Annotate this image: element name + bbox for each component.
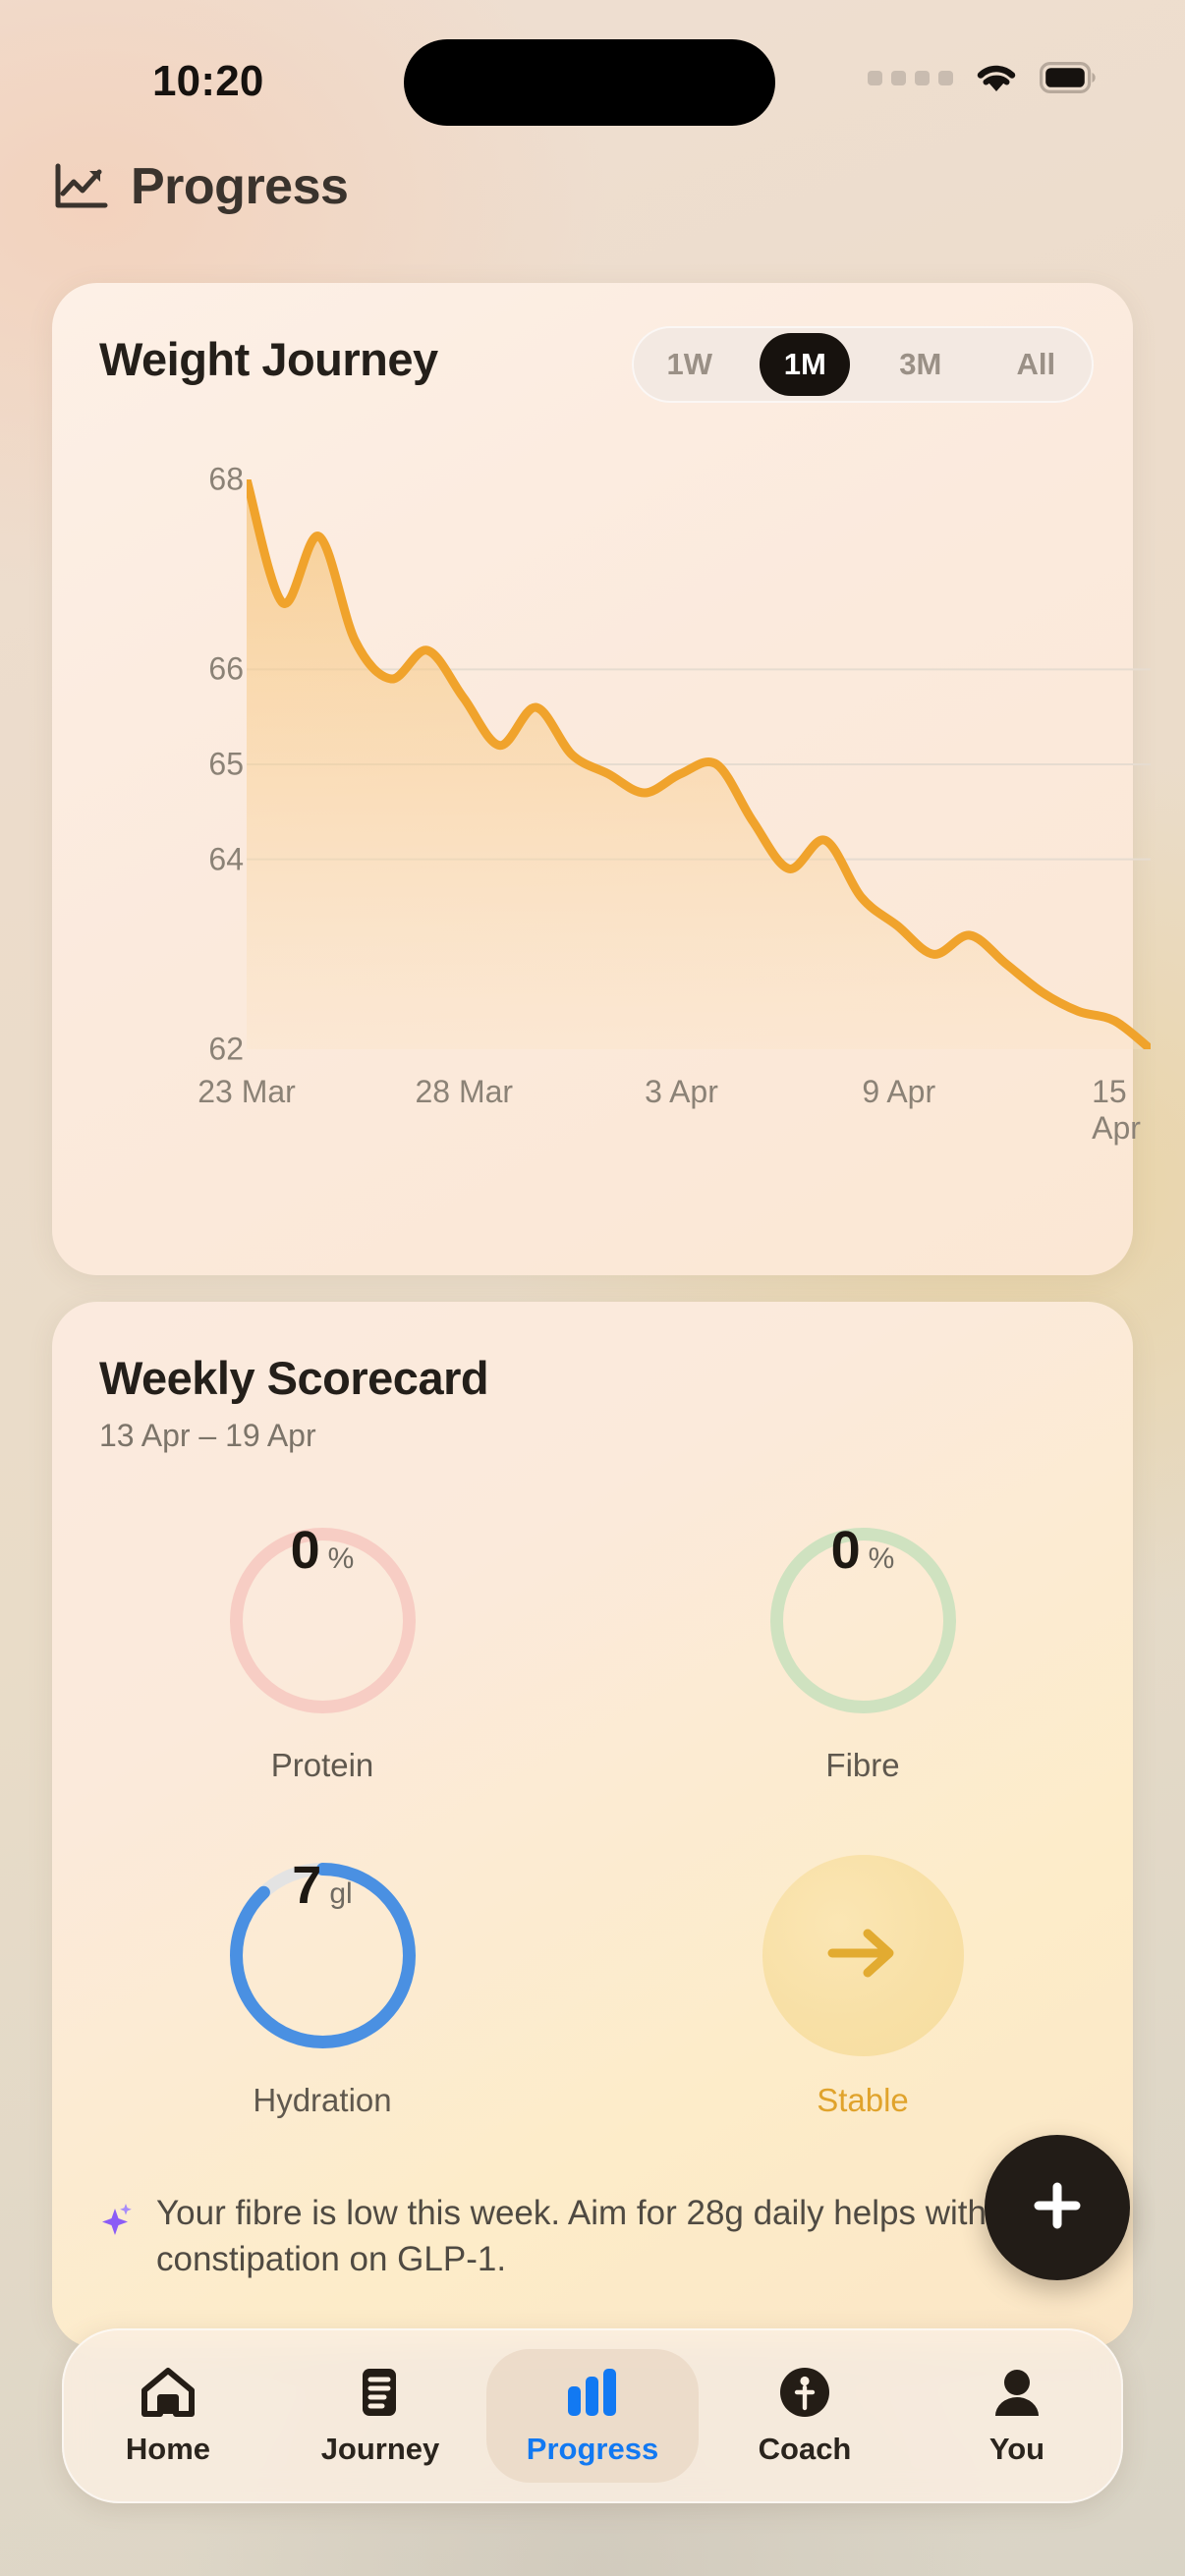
insight-text: Your fibre is low this week. Aim for 28g… <box>156 2194 987 2278</box>
chart-y-tick: 64 <box>208 841 244 877</box>
tab-home-label: Home <box>125 2432 211 2466</box>
chart-x-axis: 23 Mar 28 Mar 3 Apr 9 Apr 15 Apr <box>198 1074 1153 1146</box>
tab-progress-label: Progress <box>526 2432 659 2466</box>
chart-y-tick: 68 <box>208 461 244 497</box>
tab-home[interactable]: Home <box>62 2349 274 2483</box>
trend-label: Stable <box>817 2082 909 2118</box>
page-header: Progress <box>54 157 349 216</box>
fibre-value: 0 <box>830 1521 861 1580</box>
chart-x-tick: 23 Mar <box>198 1074 296 1109</box>
tab-coach-label: Coach <box>758 2432 852 2466</box>
chart-line-up-icon <box>54 162 109 211</box>
protein-ring: 0 % <box>222 1520 423 1721</box>
hydration-ring-svg <box>229 1863 416 2048</box>
fibre-unit: % <box>868 1542 895 1575</box>
weight-journey-card: Weight Journey 1W 1M 3M All 68 66 65 64 62 <box>52 283 1151 1492</box>
fibre-ring-svg <box>769 1528 956 1713</box>
chart-y-tick: 66 <box>208 650 244 687</box>
protein-unit: % <box>327 1542 355 1575</box>
bar-chart-icon <box>562 2365 623 2420</box>
range-option-3m[interactable]: 3M <box>899 347 942 381</box>
chart-plot-area <box>247 479 1151 1049</box>
tab-journey-label: Journey <box>320 2432 440 2466</box>
protein-value: 0 <box>290 1521 320 1580</box>
trend-circle <box>762 1855 964 2056</box>
tab-you[interactable]: You <box>911 2349 1123 2483</box>
tab-you-label: You <box>988 2432 1045 2466</box>
battery-full-icon <box>1040 62 1097 93</box>
hydration-label: Hydration <box>253 2082 392 2118</box>
book-icon <box>353 2365 408 2420</box>
chart-x-tick: 28 Mar <box>415 1074 514 1109</box>
fibre-label: Fibre <box>825 1747 900 1783</box>
status-bar-indicators <box>868 61 1097 94</box>
range-option-1w[interactable]: 1W <box>666 347 713 381</box>
coach-person-icon <box>777 2365 832 2420</box>
weight-chart: 68 66 65 64 62 23 Mar 28 Mar 3 Apr 9 Apr 15 Apr <box>52 462 1151 1206</box>
protein-ring-svg <box>229 1528 416 1713</box>
wifi-icon <box>975 61 1018 94</box>
fibre-ring: 0 % <box>762 1520 964 1721</box>
chart-svg <box>247 479 1151 1049</box>
protein-label: Protein <box>270 1747 374 1783</box>
plus-icon <box>1027 2175 1088 2241</box>
chart-x-tick: 3 Apr <box>645 1074 718 1109</box>
home-icon <box>139 2365 198 2420</box>
page-title: Progress <box>131 158 349 215</box>
metric-hydration[interactable]: 7 gl Hydration <box>52 1855 592 2119</box>
scorecard-date-range: 13 Apr – 19 Apr <box>99 1418 316 1453</box>
add-button[interactable] <box>985 2135 1130 2280</box>
insight-banner: Your fibre is low this week. Aim for 28g… <box>99 2191 1023 2283</box>
status-bar: 10:20 <box>0 0 1185 147</box>
tab-coach[interactable]: Coach <box>699 2349 911 2483</box>
tab-journey[interactable]: Journey <box>274 2349 486 2483</box>
metric-trend[interactable]: Stable <box>592 1855 1133 2119</box>
metric-fibre[interactable]: 0 % Fibre <box>592 1520 1133 1784</box>
arrow-right-icon <box>820 1924 905 1988</box>
chart-x-tick: 15 Apr <box>1092 1074 1141 1146</box>
chart-x-tick: 9 Apr <box>862 1074 936 1109</box>
chart-y-tick: 62 <box>208 1031 244 1067</box>
hydration-unit: gl <box>329 1877 353 1910</box>
signal-dots-icon <box>868 70 953 85</box>
scorecard-metrics: 0 % Protein 0 % Fibre <box>52 1520 1133 2119</box>
weight-journey-title: Weight Journey <box>99 333 438 385</box>
range-option-all[interactable]: All <box>1016 347 1056 381</box>
scorecard-row-1: 0 % Protein 0 % Fibre <box>52 1520 1133 1784</box>
tab-progress[interactable]: Progress <box>486 2349 699 2483</box>
scorecard-title: Weekly Scorecard <box>99 1352 489 1404</box>
dynamic-island <box>404 39 775 126</box>
sparkles-icon <box>99 2201 135 2240</box>
hydration-value: 7 <box>292 1856 322 1915</box>
hydration-ring: 7 gl <box>222 1855 423 2056</box>
chart-y-tick: 65 <box>208 746 244 782</box>
person-icon <box>989 2365 1044 2420</box>
bottom-tab-bar: Home Journey Progress C <box>62 2328 1123 2503</box>
range-option-1m[interactable]: 1M <box>760 333 851 396</box>
chart-y-axis: 68 66 65 64 62 <box>155 462 244 1067</box>
range-selector[interactable]: 1W 1M 3M All <box>632 326 1094 403</box>
metric-protein[interactable]: 0 % Protein <box>52 1520 592 1784</box>
weekly-scorecard-card: Weekly Scorecard 13 Apr – 19 Apr 0 % Pro… <box>52 1302 1133 2348</box>
status-bar-time: 10:20 <box>152 57 264 105</box>
scorecard-row-2: 7 gl Hydration Stable <box>52 1855 1133 2119</box>
